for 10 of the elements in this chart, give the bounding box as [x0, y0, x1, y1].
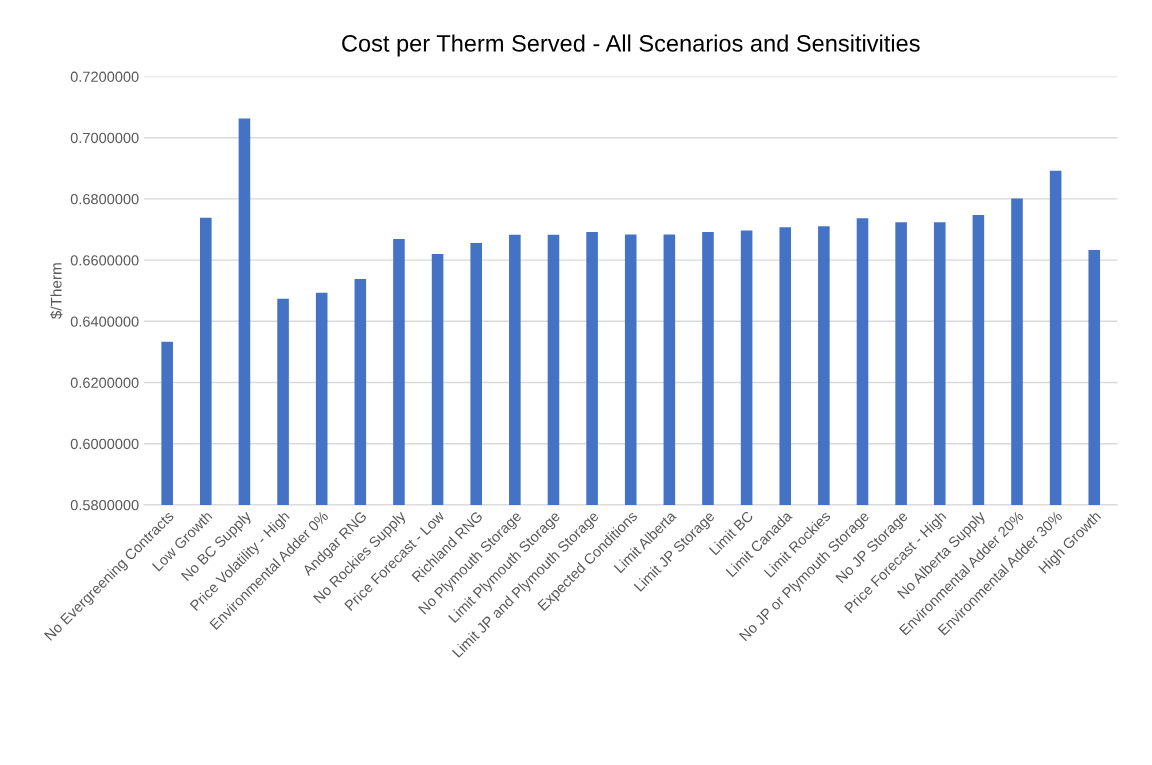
chart-title: Cost per Therm Served - All Scenarios and Sensitivities: [342, 34, 920, 57]
y-tick-label: 0.6000000: [70, 438, 139, 450]
y-tick-label: 0.6200000: [70, 377, 139, 388]
y-tick-label: 0.6800000: [70, 194, 139, 205]
y-tick-label: 0.6600000: [70, 255, 139, 266]
y-tick-label: 0.7200000: [70, 71, 139, 82]
y-tick-label: 0.6400000: [70, 316, 139, 327]
y-tick-label: 0.7000000: [70, 132, 139, 144]
y-tick-label: 0.5800000: [70, 500, 139, 511]
y-axis-title: $/Therm: [50, 263, 63, 319]
